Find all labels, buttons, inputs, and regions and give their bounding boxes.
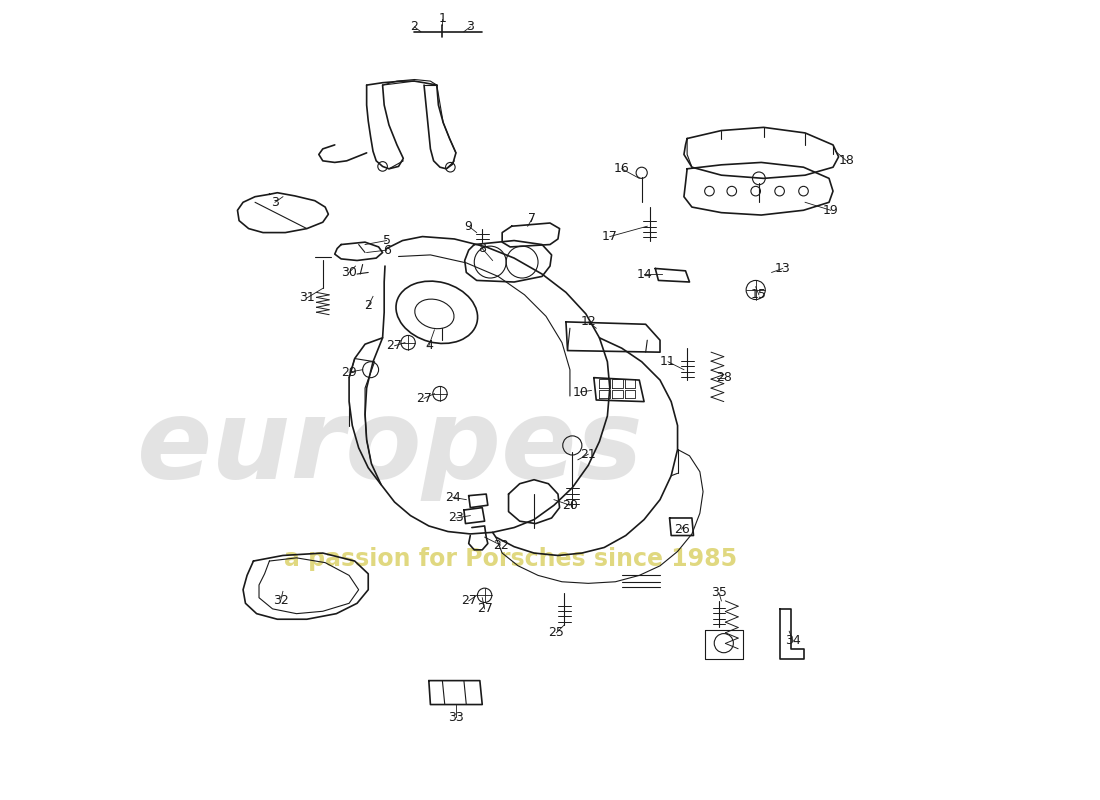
Text: 17: 17	[602, 230, 618, 243]
Text: 21: 21	[581, 448, 596, 461]
Text: 27: 27	[476, 602, 493, 615]
Text: 11: 11	[660, 355, 675, 368]
Text: 4: 4	[425, 339, 432, 352]
Text: 8: 8	[478, 242, 486, 255]
Text: 27: 27	[386, 339, 403, 352]
Text: a passion for Porsches since 1985: a passion for Porsches since 1985	[284, 547, 737, 571]
Text: 29: 29	[341, 366, 358, 378]
Text: 27: 27	[461, 594, 476, 607]
Text: 31: 31	[299, 291, 315, 305]
Text: 32: 32	[273, 594, 288, 607]
Text: 12: 12	[581, 315, 596, 328]
Text: 24: 24	[444, 490, 461, 504]
Text: 16: 16	[614, 162, 629, 175]
Text: 9: 9	[464, 220, 473, 233]
Text: 18: 18	[838, 154, 855, 167]
Text: 26: 26	[673, 522, 690, 536]
Text: 3: 3	[466, 21, 474, 34]
Text: 6: 6	[383, 244, 390, 257]
Text: 2: 2	[364, 299, 372, 313]
Text: 3: 3	[271, 196, 279, 209]
Text: 19: 19	[823, 204, 838, 217]
Text: 13: 13	[774, 262, 791, 275]
Text: 34: 34	[785, 634, 801, 647]
Text: europes: europes	[138, 394, 644, 502]
Text: 7: 7	[528, 212, 537, 225]
Text: 30: 30	[341, 266, 358, 279]
Text: 5: 5	[383, 234, 390, 247]
Text: 22: 22	[493, 538, 508, 551]
Text: 15: 15	[751, 288, 767, 302]
Text: 10: 10	[572, 386, 588, 398]
Text: 35: 35	[711, 586, 727, 599]
Text: 20: 20	[562, 498, 578, 512]
Text: 33: 33	[448, 710, 464, 724]
Text: 14: 14	[636, 267, 652, 281]
Text: 2: 2	[410, 21, 418, 34]
Text: 28: 28	[716, 371, 732, 384]
Text: 25: 25	[549, 626, 564, 639]
Text: 27: 27	[416, 392, 432, 405]
Text: 23: 23	[448, 511, 464, 525]
Text: 1: 1	[439, 13, 447, 26]
